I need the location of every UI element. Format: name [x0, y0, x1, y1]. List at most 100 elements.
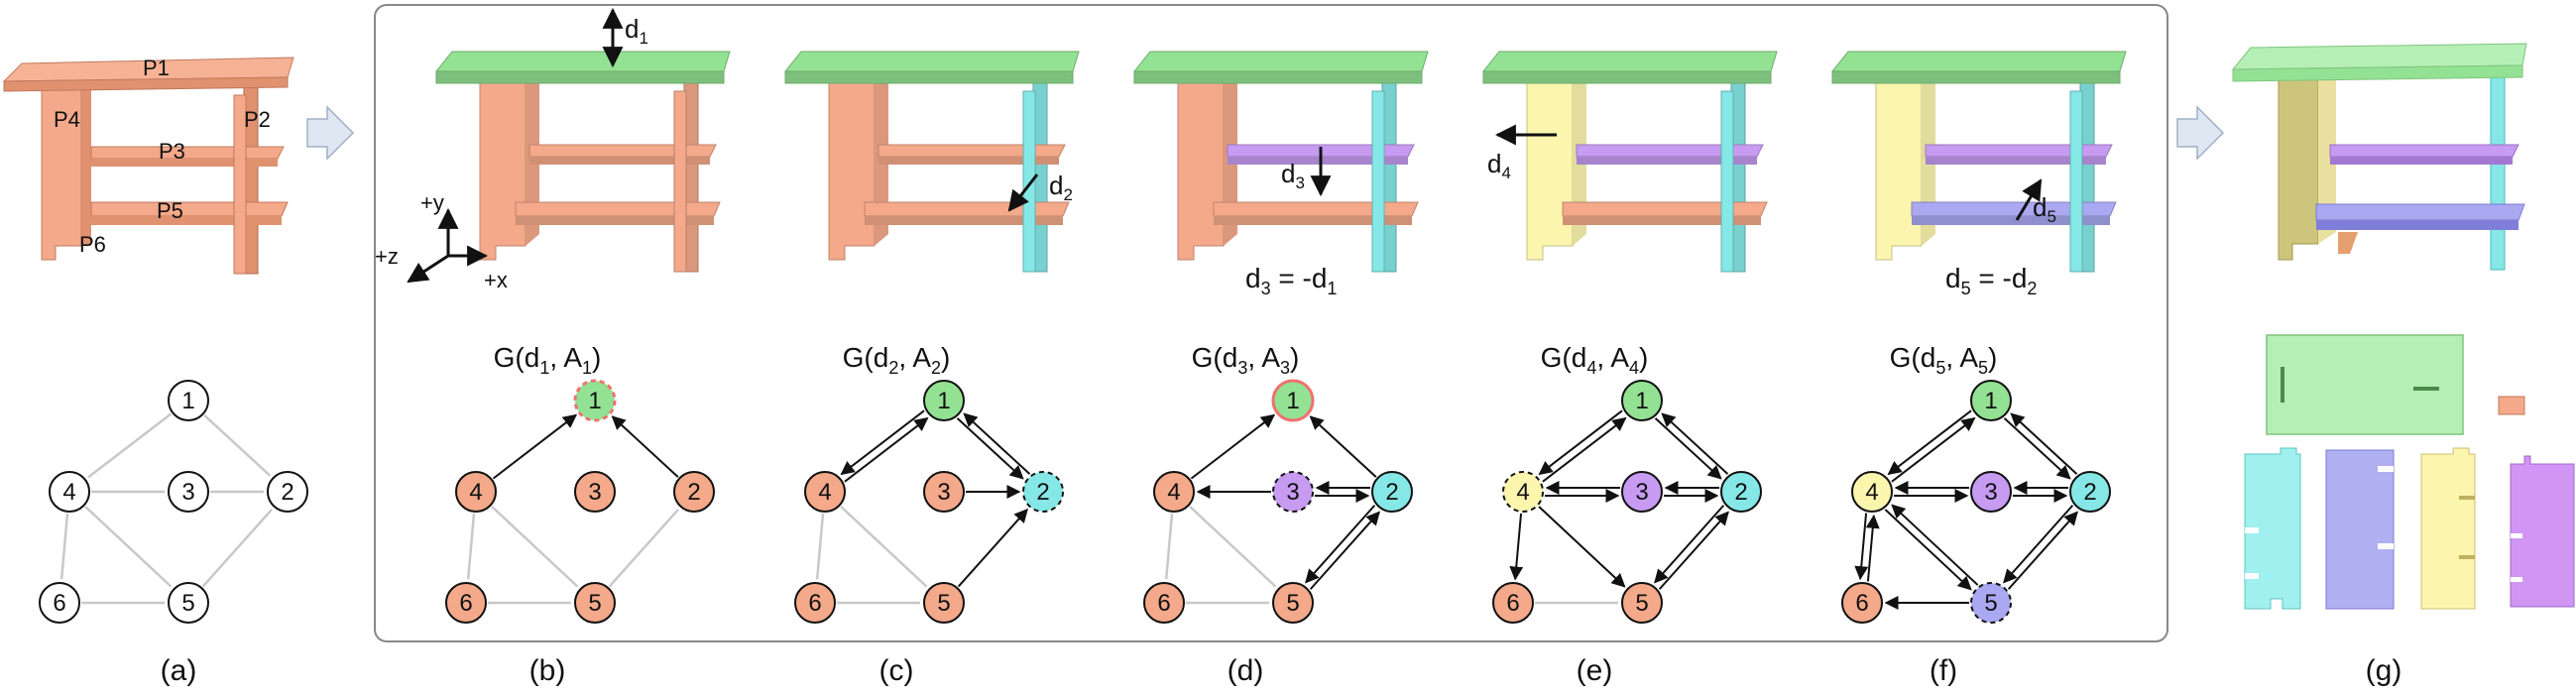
equation-d5: d5 = -d2 [1945, 263, 2037, 298]
node-label-b-1: 1 [588, 388, 601, 414]
panel-a-model [2, 57, 294, 275]
node-label-d-4: 4 [1167, 479, 1180, 506]
panel-label-a: (a) [161, 654, 197, 687]
graph-a-edges [59, 412, 273, 605]
graph-c-nodes: 1 2 3 4 5 6 [794, 380, 1064, 624]
node-label-a-1: 1 [181, 388, 194, 414]
svg-text:d1: d1 [625, 14, 648, 48]
part-label-p5: P5 [157, 198, 183, 223]
edge-f-5-2-fwd [2007, 511, 2078, 590]
edge-c-5-2 [957, 508, 1028, 588]
node-label-d-1: 1 [1286, 388, 1299, 414]
node-b-4 [455, 471, 497, 513]
node-a-1 [168, 380, 209, 421]
edge-d-4-6 [1164, 513, 1174, 580]
axes-icon: +y +z +x [375, 190, 508, 292]
node-label-a-6: 6 [53, 590, 65, 617]
node-label-d-5: 5 [1286, 590, 1299, 617]
node-d-6 [1143, 582, 1185, 624]
node-b-6 [445, 582, 487, 624]
flow-arrow-left [306, 105, 355, 161]
graph-f: 1 2 3 4 5 6 [1841, 380, 2111, 624]
edge-e-5-2-back [1654, 505, 1725, 584]
node-b-3 [574, 471, 616, 513]
node-d-1 [1271, 379, 1315, 422]
edge-b-5-2 [608, 509, 679, 588]
node-f-1 [1970, 380, 2012, 421]
node-label-d-2: 2 [1385, 479, 1398, 506]
edge-e-4-1-fwd [1542, 416, 1627, 483]
node-c-5 [923, 582, 965, 624]
panel-g-flat-parts [2244, 334, 2575, 610]
edge-e-4-6 [1509, 513, 1524, 581]
node-label-e-2: 2 [1734, 479, 1747, 506]
node-e-5 [1621, 582, 1663, 624]
panel-label-g: (g) [2366, 654, 2402, 687]
edge-c-4-1-back [840, 409, 925, 476]
edge-f-4-6-fwd [1854, 513, 1869, 581]
direction-d3: d3 [1281, 147, 1332, 197]
graph-e: 1 2 3 4 5 6 [1492, 380, 1762, 624]
node-label-c-2: 2 [1036, 479, 1049, 506]
node-label-d-6: 6 [1157, 590, 1170, 617]
edge-f-5-2-back [2003, 505, 2074, 584]
svg-text:d3: d3 [1281, 159, 1305, 192]
node-label-c-5: 5 [937, 590, 950, 617]
node-d-2 [1371, 471, 1413, 513]
graph-c-edges [815, 409, 1031, 605]
node-b-5 [574, 582, 616, 624]
graph-d-nodes: 1 2 3 4 5 6 [1143, 379, 1413, 624]
graph-d: 1 2 3 4 5 6 [1143, 379, 1413, 624]
edge-c-1-2-fwd [956, 417, 1024, 480]
graph-f-nodes: 1 2 3 4 5 6 [1841, 380, 2111, 624]
node-e-1 [1621, 380, 1663, 421]
node-label-f-2: 2 [2083, 479, 2096, 506]
node-e-6 [1492, 582, 1534, 624]
node-f-3 [1970, 471, 2012, 513]
graph-d-edges [1164, 413, 1380, 605]
graph-e-nodes: 1 2 3 4 5 6 [1492, 380, 1762, 624]
model-e [1481, 51, 1778, 273]
edge-f-4-5-back [1891, 504, 1979, 586]
node-label-b-5: 5 [588, 590, 601, 617]
part-label-p2: P2 [244, 107, 271, 132]
edge-f-4-6-back [1865, 514, 1880, 582]
graph-title-c: G(d2, A2) [843, 342, 951, 378]
node-label-a-4: 4 [62, 479, 75, 506]
node-label-b-4: 4 [469, 479, 482, 506]
node-label-b-2: 2 [687, 479, 700, 506]
node-c-6 [794, 582, 836, 624]
direction-d5: d5 [2015, 178, 2056, 226]
model-b [434, 51, 731, 273]
node-c-4 [804, 471, 846, 513]
node-a-2 [267, 471, 308, 513]
svg-text:d4: d4 [1487, 149, 1511, 182]
svg-text:d2: d2 [1049, 171, 1073, 204]
node-b-2 [673, 471, 715, 513]
graph-title-b: G(d1, A1) [494, 342, 602, 378]
graph-c: 1 2 3 4 5 6 [794, 380, 1064, 624]
edge-d-2-1 [1309, 415, 1377, 478]
edge-f-4-1-fwd [1891, 416, 1976, 483]
edge-d-2-5-back [1309, 511, 1380, 590]
node-e-2 [1720, 471, 1762, 513]
edge-c-1-2-back [963, 412, 1031, 475]
edge-f-4-1-back [1887, 409, 1972, 476]
edge-e-4-1-back [1538, 409, 1623, 476]
edge-b-4-5 [491, 506, 579, 588]
axis-y-label: +y [420, 190, 444, 215]
node-label-c-1: 1 [937, 388, 950, 414]
panel-label-d: (d) [1228, 654, 1264, 687]
edge-e-1-2-fwd [1654, 417, 1722, 480]
node-b-1 [573, 379, 617, 422]
axis-z-label: +z [375, 244, 399, 269]
model-c [783, 51, 1080, 273]
edge-b-4-6 [466, 513, 476, 580]
node-label-b-3: 3 [588, 479, 601, 506]
node-label-e-5: 5 [1635, 590, 1648, 617]
graph-title-d: G(d3, A3) [1192, 342, 1300, 378]
edge-a-1-2 [203, 413, 272, 477]
edge-e-5-2-fwd [1658, 511, 1729, 590]
edge-d-2-5-fwd [1305, 505, 1376, 584]
